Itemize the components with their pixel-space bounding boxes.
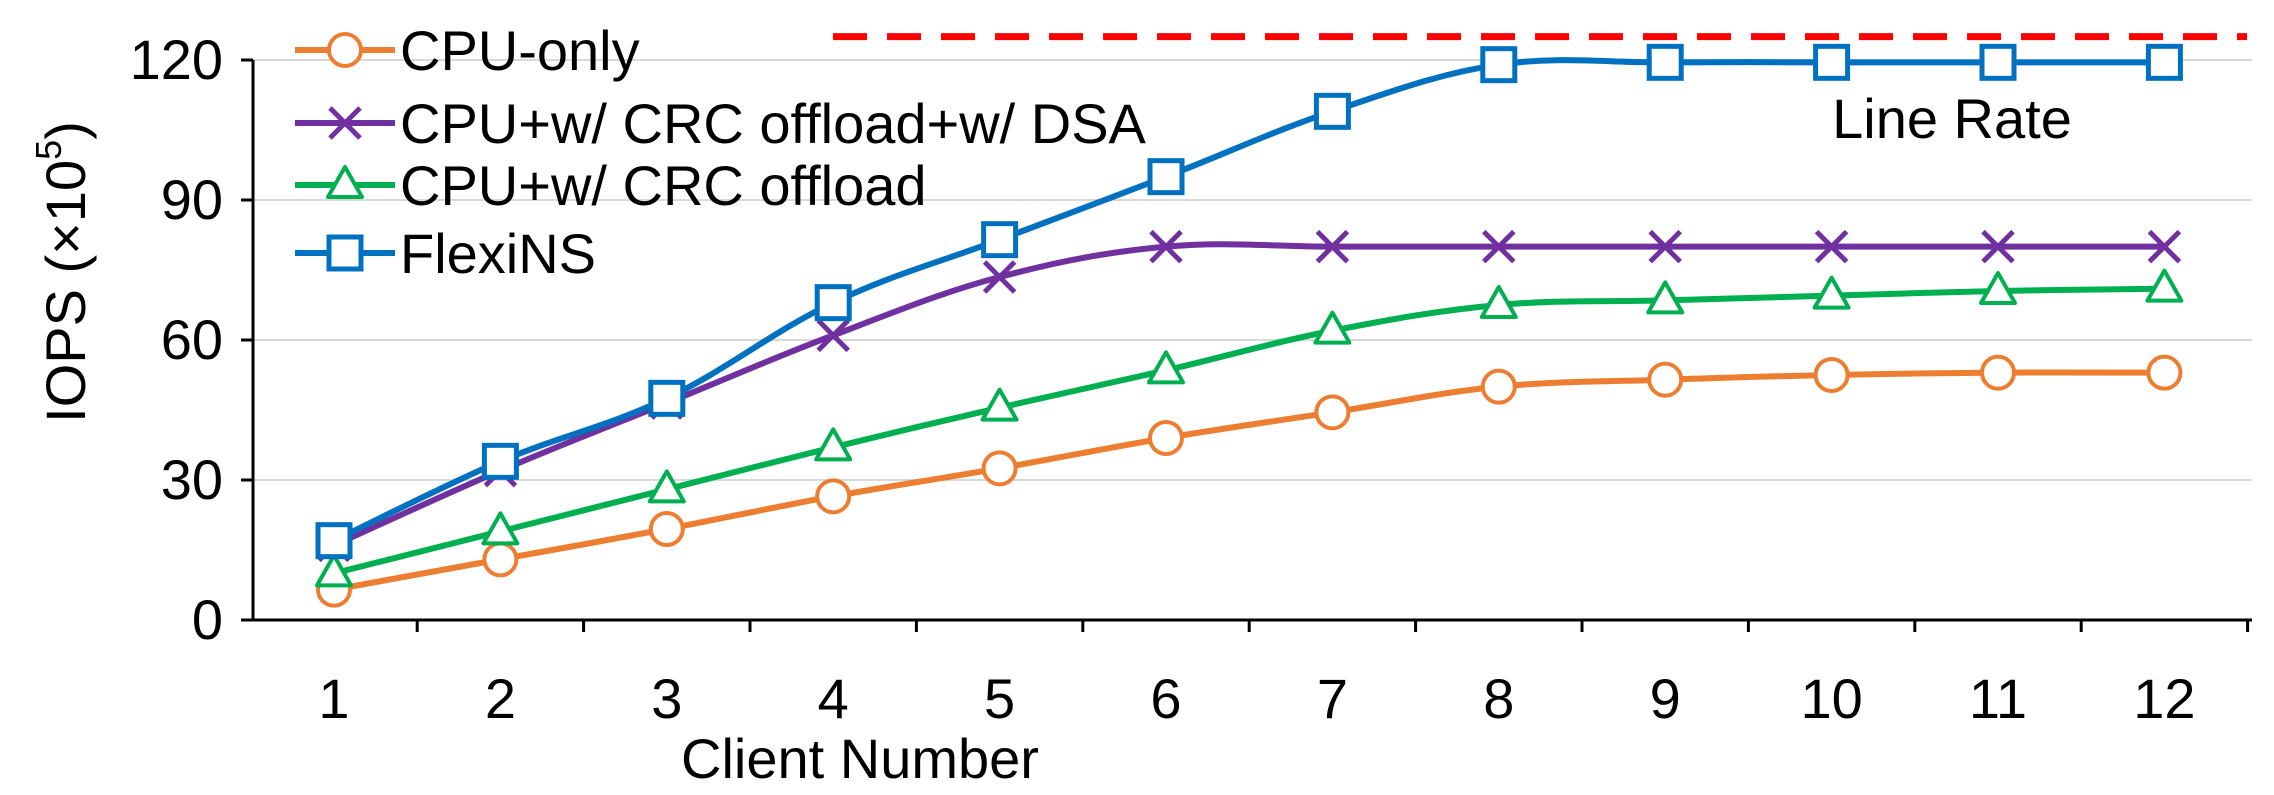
series-3-point-5: [981, 221, 1019, 259]
series-1-point-4: [816, 318, 850, 353]
series-0-point-11: [1980, 354, 2016, 391]
series-3-point-4: [814, 284, 852, 322]
series-1: [317, 229, 2182, 563]
series-0-point-2: [482, 541, 519, 578]
x-tick-label-3: 3: [651, 667, 682, 730]
legend-label-3: FlexiNS: [400, 222, 596, 285]
legend-label-1: CPU+w/ CRC offload+w/ DSA: [400, 92, 1147, 155]
legend-label-2: CPU+w/ CRC offload: [400, 154, 927, 217]
series-2-point-10: [1812, 275, 1851, 310]
series-1-point-10: [1814, 229, 1849, 264]
series-0: [316, 354, 2183, 608]
series-1-point-8: [1482, 229, 1516, 264]
series-3-point-2: [481, 442, 519, 480]
series-3-point-6: [1147, 158, 1185, 196]
legend-marker-3: [326, 234, 364, 272]
x-tick-label-9: 9: [1650, 667, 1681, 730]
series-0-point-9: [1647, 361, 1684, 398]
series-0-point-5: [981, 450, 1018, 487]
series-3-point-12: [2145, 43, 2183, 81]
svg-text:IOPS (×105): IOPS (×105): [28, 121, 97, 423]
y-axis-label-main: IOPS (×10: [34, 160, 97, 423]
x-tick-label-6: 6: [1150, 667, 1181, 730]
series-3-point-3: [648, 379, 686, 417]
legend-label-0: CPU-only: [400, 19, 640, 82]
series-0-point-12: [2146, 354, 2183, 391]
series-2-point-7: [1313, 310, 1352, 345]
series-line-0: [333, 369, 2165, 593]
series-1-point-12: [2147, 229, 2182, 264]
series-0-point-10: [1813, 357, 1850, 393]
x-tick-label-10: 10: [1800, 667, 1862, 730]
y-tick-label-0: 0: [192, 588, 223, 651]
series-2-point-8: [1479, 285, 1518, 319]
series-2-point-11: [1979, 271, 2017, 305]
legend-item-1: CPU+w/ CRC offload+w/ DSA: [295, 92, 1147, 155]
series-2-point-1: [315, 553, 353, 588]
series-0-point-6: [1148, 420, 1184, 456]
x-tick-label-7: 7: [1317, 667, 1348, 730]
x-tick-label-8: 8: [1483, 667, 1514, 730]
series-2-point-5: [980, 387, 1019, 422]
y-axis-label-close: ): [34, 121, 97, 140]
series-3: [315, 43, 2183, 560]
y-tick-label-90: 90: [161, 168, 223, 231]
legend-marker-2: [326, 165, 364, 199]
series-1-point-5: [982, 260, 1017, 294]
series-3-point-9: [1646, 43, 1684, 81]
series-3-point-10: [1813, 43, 1851, 81]
x-tick-label-4: 4: [818, 667, 849, 730]
y-axis-label-exponent: 5: [28, 140, 69, 160]
series-2: [315, 268, 2184, 588]
x-axis-ticks: 1 2 3 4 5 6 7 8 9 10 11 12: [318, 620, 2250, 730]
y-tick-label-30: 30: [161, 448, 223, 511]
series-2-point-3: [647, 469, 686, 504]
legend-marker-0: [327, 32, 363, 68]
series-3-point-1: [315, 522, 353, 560]
series-0-point-8: [1480, 368, 1517, 405]
series-1-point-11: [1981, 229, 2015, 264]
series-2-point-6: [1147, 350, 1185, 385]
series-2-point-2: [481, 511, 520, 546]
line-rate-group: Line Rate: [833, 33, 2247, 150]
legend-item-0: CPU-only: [295, 19, 640, 82]
y-tick-label-60: 60: [161, 308, 223, 371]
legend-marker-1: [328, 106, 362, 140]
series-line-2: [333, 285, 2165, 577]
series-3-point-8: [1480, 46, 1518, 84]
series-1-point-6: [1149, 229, 1183, 264]
series-0-point-4: [815, 478, 852, 515]
series-2-point-12: [2145, 268, 2184, 303]
series-1-point-9: [1648, 229, 1682, 264]
series-group: [315, 43, 2184, 608]
legend-item-2: CPU+w/ CRC offload: [295, 154, 927, 217]
x-tick-label-1: 1: [318, 667, 349, 730]
series-2-point-9: [1646, 280, 1685, 315]
series-3-point-11: [1979, 43, 2017, 81]
series-2-point-4: [814, 427, 853, 462]
y-tick-label-120: 120: [130, 28, 223, 91]
y-axis-label: IOPS (×105): [28, 121, 97, 423]
series-0-point-3: [648, 511, 685, 547]
x-tick-label-5: 5: [984, 667, 1015, 730]
series-1-point-7: [1315, 229, 1350, 264]
x-axis-label: Client Number: [681, 727, 1039, 790]
y-axis-ticks: 0 30 60 90 120: [130, 28, 253, 651]
x-tick-label-11: 11: [1969, 667, 2027, 730]
legend: CPU-only CPU+w/ CRC offload+w/ DSACPU+w/ …: [295, 19, 1147, 285]
legend-item-3: FlexiNS: [295, 222, 596, 285]
series-line-1: [332, 241, 2165, 549]
series-0-point-7: [1314, 394, 1351, 431]
x-tick-label-12: 12: [2133, 667, 2195, 730]
x-tick-label-2: 2: [485, 667, 516, 730]
series-3-point-7: [1313, 92, 1351, 130]
line-rate-label: Line Rate: [1832, 87, 2072, 150]
